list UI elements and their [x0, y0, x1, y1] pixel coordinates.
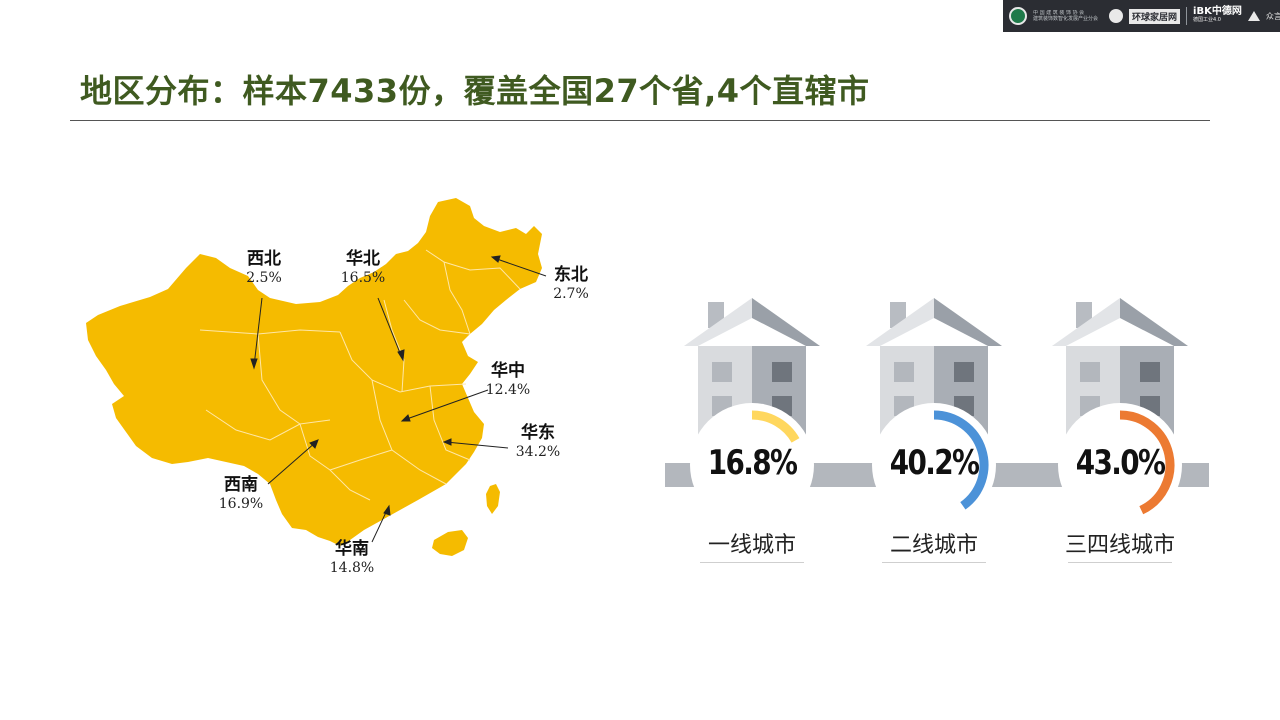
region-arrows	[250, 255, 547, 543]
logo-divider	[1186, 7, 1188, 25]
association-name: 中 国 建 筑 装 饰 协 会 建筑装饰数智化发展产业分会	[1033, 10, 1103, 22]
province-boundary-lines	[199, 249, 521, 501]
arrow-dongbei	[493, 257, 547, 277]
partner-swirl-icon	[1109, 9, 1123, 23]
brand-triangle-icon	[1247, 11, 1260, 21]
tier-3-label: 三四线城市	[1064, 533, 1175, 558]
ibk-logo: iBK中德网 德国工业4.0	[1193, 7, 1242, 25]
taiwan-island-shape	[486, 484, 500, 514]
region-label-huabei: 华北 16.5%	[334, 250, 392, 288]
arrowhead-dongbei	[490, 255, 501, 263]
region-name: 华东	[521, 423, 555, 443]
arrowhead-huazhong	[400, 414, 411, 422]
region-name: 东北	[554, 265, 588, 285]
house-window	[1080, 362, 1100, 382]
china-map	[86, 198, 547, 556]
region-name: 西南	[224, 475, 258, 495]
region-value: 2.5%	[246, 270, 282, 286]
tier-2-label: 二线城市	[889, 533, 978, 558]
brand-name: 众言科技	[1265, 11, 1280, 21]
tier-1-value: 16.8%	[707, 443, 798, 483]
association-emblem-icon	[1009, 7, 1027, 25]
house-window	[894, 362, 914, 382]
partner-badge: 环球家居网	[1129, 8, 1181, 24]
arrowhead-xinan	[309, 439, 319, 449]
region-label-xinan: 西南 16.9%	[210, 476, 272, 514]
tier-3-underline	[1068, 562, 1172, 563]
region-value: 16.9%	[218, 496, 264, 512]
ibk-logo-text: iBK中德网	[1193, 6, 1242, 17]
tier-1-underline	[700, 562, 804, 563]
tier-2-underline	[882, 562, 986, 563]
house-window	[954, 362, 974, 382]
gauge-face	[872, 403, 996, 527]
arrow-xibei	[253, 297, 263, 367]
house-window	[712, 362, 732, 382]
arrowhead-huadong	[442, 438, 452, 446]
china-mainland-shape	[86, 198, 542, 546]
arrowhead-xibei	[250, 358, 258, 370]
gauge-arc	[933, 410, 989, 510]
association-name-line1: 中 国 建 筑 装 饰 协 会	[1033, 10, 1085, 16]
tier-3-value: 43.0%	[1075, 443, 1166, 483]
region-name: 华北	[346, 249, 380, 269]
region-name: 西北	[247, 249, 281, 269]
house-roof-left	[1052, 298, 1120, 346]
house-roof-right	[752, 298, 820, 346]
house-roof-right	[1120, 298, 1188, 346]
house-window	[772, 362, 792, 382]
gauge-face	[690, 403, 814, 527]
arrowhead-huanan	[383, 504, 391, 516]
arrow-huadong	[445, 441, 509, 449]
gauge-tier-2	[872, 403, 996, 527]
arrow-huazhong	[403, 389, 489, 421]
arrow-huabei	[377, 297, 403, 359]
arrow-xinan	[267, 441, 317, 485]
region-value: 34.2%	[515, 444, 561, 460]
house-roof-left	[866, 298, 934, 346]
arrowhead-huabei	[397, 349, 405, 362]
region-value: 16.5%	[340, 270, 386, 286]
house-roof-right	[934, 298, 1002, 346]
gauge-tier-3	[1058, 403, 1182, 527]
hainan-island-shape	[432, 530, 468, 556]
region-label-xibei: 西北 2.5%	[236, 250, 292, 288]
region-label-huadong: 华东 34.2%	[508, 424, 568, 462]
region-name: 华南	[335, 539, 369, 559]
gauge-face	[1058, 403, 1182, 527]
gauge-arc	[1119, 410, 1175, 515]
gauge-arc	[751, 410, 800, 443]
region-name: 华中	[491, 361, 525, 381]
partner-logo-bar: 中 国 建 筑 装 饰 协 会 建筑装饰数智化发展产业分会 环球家居网 iBK中…	[1003, 0, 1280, 32]
region-value: 12.4%	[485, 382, 531, 398]
tier-1-label: 一线城市	[707, 533, 796, 558]
region-label-dongbei: 东北 2.7%	[542, 266, 600, 304]
house-window	[1140, 362, 1160, 382]
gauge-tier-1	[690, 403, 814, 527]
page-title: 地区分布：样本7433份，覆盖全国27个省,4个直辖市	[80, 72, 870, 110]
house-roof-left	[684, 298, 752, 346]
region-value: 14.8%	[329, 560, 375, 576]
tier-2-value: 40.2%	[889, 443, 980, 483]
region-value: 2.7%	[553, 286, 589, 302]
region-label-huazhong: 华中 12.4%	[478, 362, 538, 400]
association-name-line2: 建筑装饰数智化发展产业分会	[1033, 16, 1099, 22]
title-divider	[70, 120, 1210, 121]
ibk-logo-sub: 德国工业4.0	[1193, 17, 1221, 23]
region-label-huanan: 华南 14.8%	[322, 540, 382, 578]
